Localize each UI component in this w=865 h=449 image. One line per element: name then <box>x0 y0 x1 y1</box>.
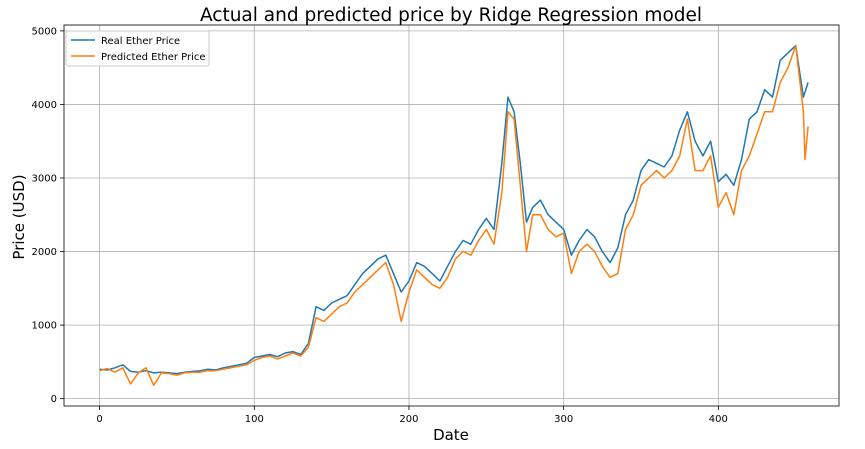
x-axis-title: Date <box>433 426 469 444</box>
chart-title: Actual and predicted price by Ridge Regr… <box>200 5 702 26</box>
series-lines <box>99 44 809 387</box>
plot-area-border <box>63 24 840 407</box>
x-tick-label: 0 <box>96 414 102 425</box>
y-tick-label: 2000 <box>32 247 57 258</box>
x-tick-label: 200 <box>399 414 418 425</box>
x-tick-label: 300 <box>554 414 573 425</box>
y-axis-ticks: 0 1000 2000 3000 4000 5000 <box>32 26 64 405</box>
y-tick-label: 4000 <box>32 100 57 111</box>
x-tick-label: 400 <box>709 414 728 425</box>
y-tick-label: 1000 <box>32 321 57 332</box>
y-tick-label: 3000 <box>32 173 57 184</box>
x-tick-label: 100 <box>245 414 264 425</box>
x-axis-ticks: 0 100 200 300 400 <box>96 406 728 425</box>
grid <box>64 25 839 406</box>
y-tick-label: 5000 <box>32 26 57 37</box>
legend-label-predicted: Predicted Ether Price <box>101 52 206 63</box>
legend-label-real: Real Ether Price <box>101 36 180 47</box>
legend: Real Ether Price Predicted Ether Price <box>65 30 210 67</box>
series-line-predicted <box>99 44 809 387</box>
series-line-real <box>99 44 809 375</box>
y-axis-title: Price (USD) <box>10 174 28 259</box>
legend-box <box>65 30 210 67</box>
y-tick-label: 0 <box>51 394 57 405</box>
